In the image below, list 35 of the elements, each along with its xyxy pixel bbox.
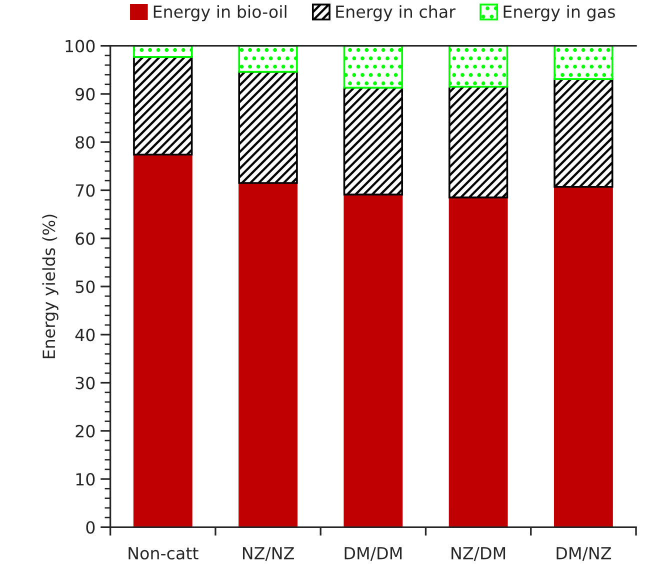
bar — [554, 46, 614, 80]
y-tick-label: 40 — [75, 328, 95, 342]
legend-label: Energy in char — [336, 5, 456, 22]
bar — [238, 46, 298, 73]
x-tick-label: NZ/NZ — [242, 547, 294, 561]
x-tick-label: DM/NZ — [556, 547, 612, 561]
bar — [133, 56, 193, 156]
bar — [448, 196, 508, 528]
bar — [133, 154, 192, 528]
x-tick-label: Non-catt — [128, 547, 198, 560]
legend-label: Energy in gas — [504, 5, 615, 22]
y-tick-label: 30 — [76, 376, 95, 390]
y-tick-label: 70 — [76, 184, 95, 197]
bar — [344, 194, 403, 528]
bar — [448, 46, 508, 88]
y-tick-label: 60 — [76, 232, 95, 245]
x-tick-label: NZ/DM — [452, 547, 506, 561]
bar — [554, 78, 614, 188]
bar — [238, 70, 298, 184]
bar — [343, 46, 403, 89]
y-tick-label: 20 — [76, 424, 95, 438]
legend-label: Energy in bio-oil — [154, 5, 286, 22]
bar — [133, 46, 193, 58]
bar — [448, 86, 508, 198]
y-axis-title: Energy yields (%) — [42, 214, 58, 358]
y-tick-label: 10 — [76, 472, 95, 486]
y-tick-label: 90 — [76, 88, 95, 101]
y-tick-label: 0 — [86, 521, 95, 534]
bar — [238, 182, 298, 528]
x-tick-label: DM/DM — [344, 547, 402, 561]
y-tick-label: 80 — [76, 136, 95, 149]
y-tick-label: 50 — [76, 280, 95, 294]
y-tick-label: 100 — [66, 40, 95, 52]
bar — [554, 186, 613, 528]
bar — [343, 86, 403, 196]
